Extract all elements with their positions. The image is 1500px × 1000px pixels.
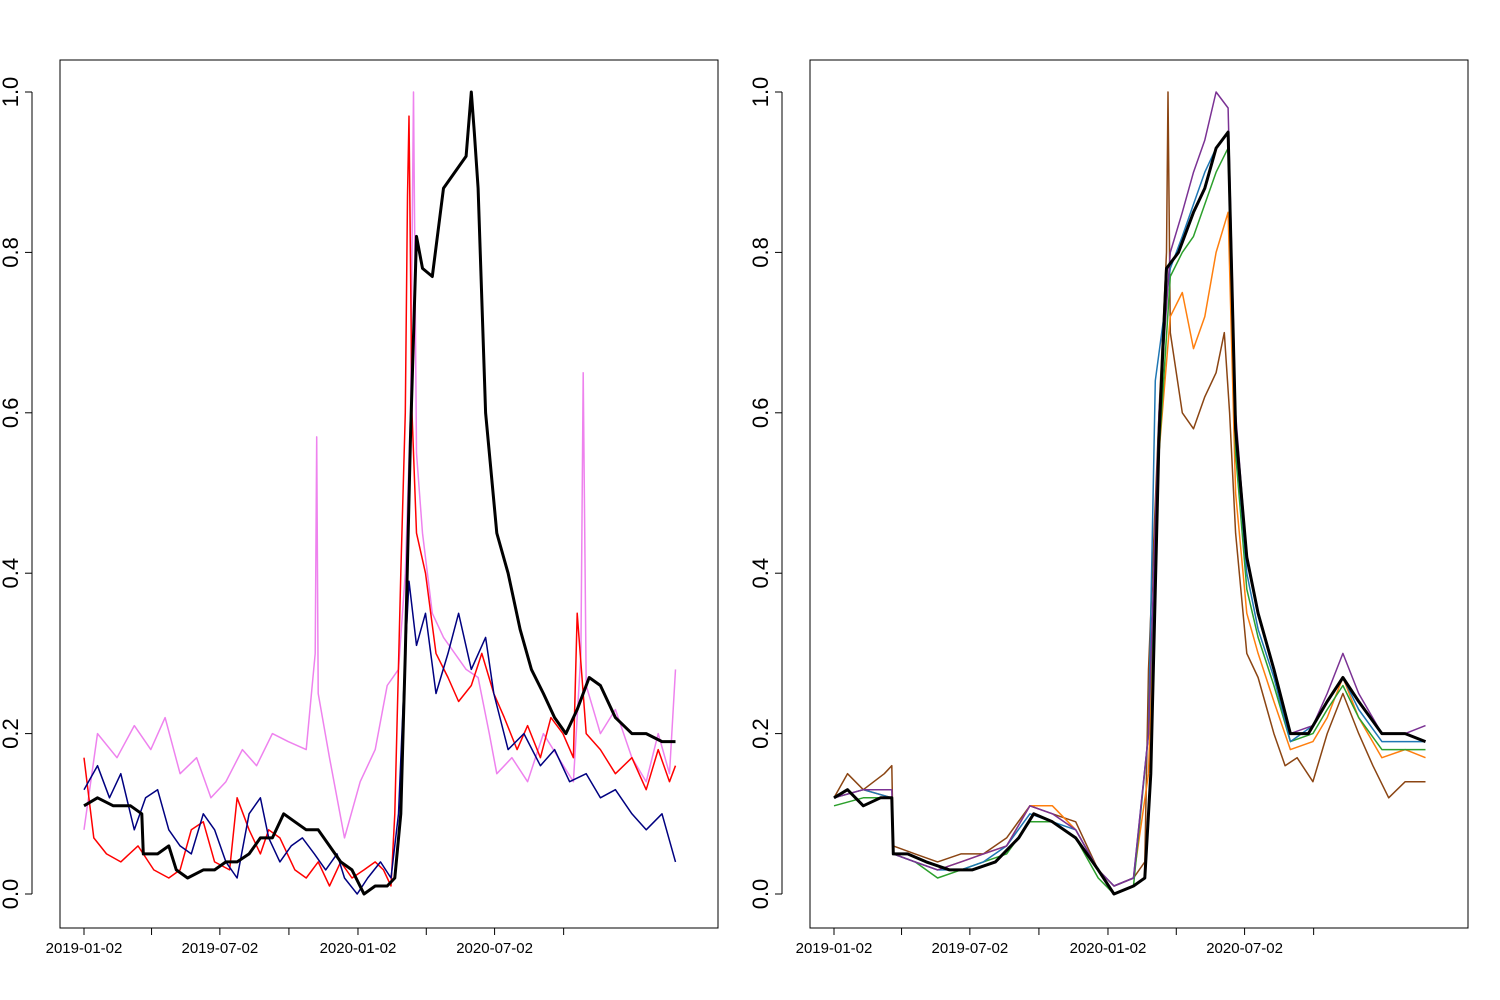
series-line-1 [83,115,677,887]
y-tick-label: 0.2 [0,718,23,749]
x-tick-label: 2020-07-02 [1206,940,1283,957]
y-tick-label: 0.2 [748,718,773,749]
y-tick-label: 0.4 [0,558,23,589]
series-line-4 [833,91,1426,887]
y-tick-label: 0.8 [748,237,773,268]
series-line-2 [83,580,677,895]
x-tick-label: 2019-01-02 [46,940,123,957]
plot-frame [809,59,1469,929]
series-line-3 [833,131,1426,887]
y-tick-label: 0.0 [0,879,23,910]
series-line-3 [83,90,676,896]
series-line-2 [833,147,1426,895]
y-tick-label: 0.4 [748,558,773,589]
y-tick-label: 0.8 [0,237,23,268]
y-tick-label: 0.0 [748,879,773,910]
x-tick-label: 2020-07-02 [456,940,533,957]
x-tick-label: 2019-07-02 [931,940,1008,957]
right-panel: 0.0 0.2 0.4 0.6 0.8 1.0 2019-01-02 2019-07-02 20… [748,59,1469,957]
plot-frame [59,59,719,929]
series-line-1 [833,211,1426,887]
series-line-0 [83,91,677,839]
y-tick-label: 0.6 [0,398,23,429]
left-panel: 0.0 0.2 0.4 0.6 0.8 1.0 2019-01-02 2019-07-02 20… [0,59,719,957]
y-tick-label: 0.6 [748,398,773,429]
y-tick-label: 1.0 [748,77,773,108]
x-tick-label: 2020-01-02 [320,940,397,957]
series-line-0 [833,91,1426,887]
y-tick-label: 1.0 [0,77,23,108]
series-line-5 [833,130,1427,896]
x-tick-label: 2020-01-02 [1070,940,1147,957]
x-tick-label: 2019-07-02 [181,940,258,957]
x-tick-label: 2019-01-02 [796,940,873,957]
